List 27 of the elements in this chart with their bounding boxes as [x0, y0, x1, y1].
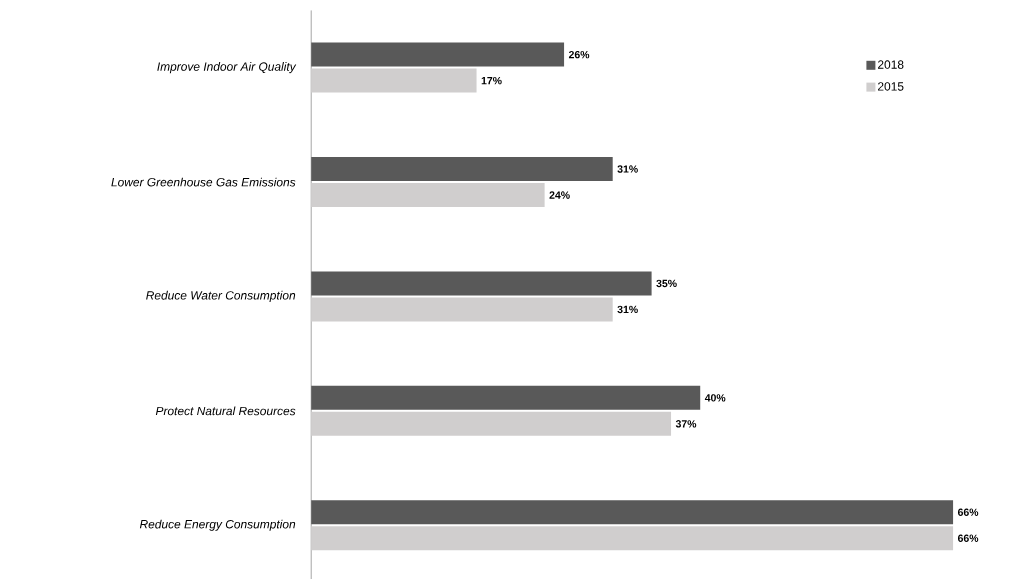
data-label: 66% [957, 508, 979, 516]
bar [311, 526, 954, 551]
data-label: 17% [481, 76, 502, 85]
y-tick-label: Lower Greenhouse Gas Emissions [111, 177, 296, 187]
data-label: 26% [568, 50, 590, 59]
y-tick-label: Reduce Energy Consumption [139, 519, 296, 531]
data-label: 31% [617, 165, 638, 173]
bar [311, 157, 613, 182]
bar [311, 271, 652, 296]
y-tick-label: Improve Indoor Air Quality [157, 62, 297, 74]
bar [311, 42, 565, 67]
bar [311, 297, 613, 322]
data-label: 31% [617, 305, 638, 314]
data-label: 66% [957, 534, 979, 542]
bar [311, 183, 545, 208]
data-label: 35% [656, 279, 677, 288]
bar [311, 385, 701, 410]
legend-label: 2015 [877, 82, 904, 91]
legend-label: 2018 [877, 60, 904, 69]
bar [311, 68, 477, 93]
data-label: 40% [704, 394, 726, 402]
y-tick-label: Protect Natural Resources [155, 406, 296, 416]
y-tick-label: Reduce Water Consumption [146, 290, 296, 302]
bar [311, 411, 672, 436]
data-label: 24% [549, 191, 570, 199]
data-label: 37% [675, 420, 697, 428]
bar [311, 500, 954, 525]
